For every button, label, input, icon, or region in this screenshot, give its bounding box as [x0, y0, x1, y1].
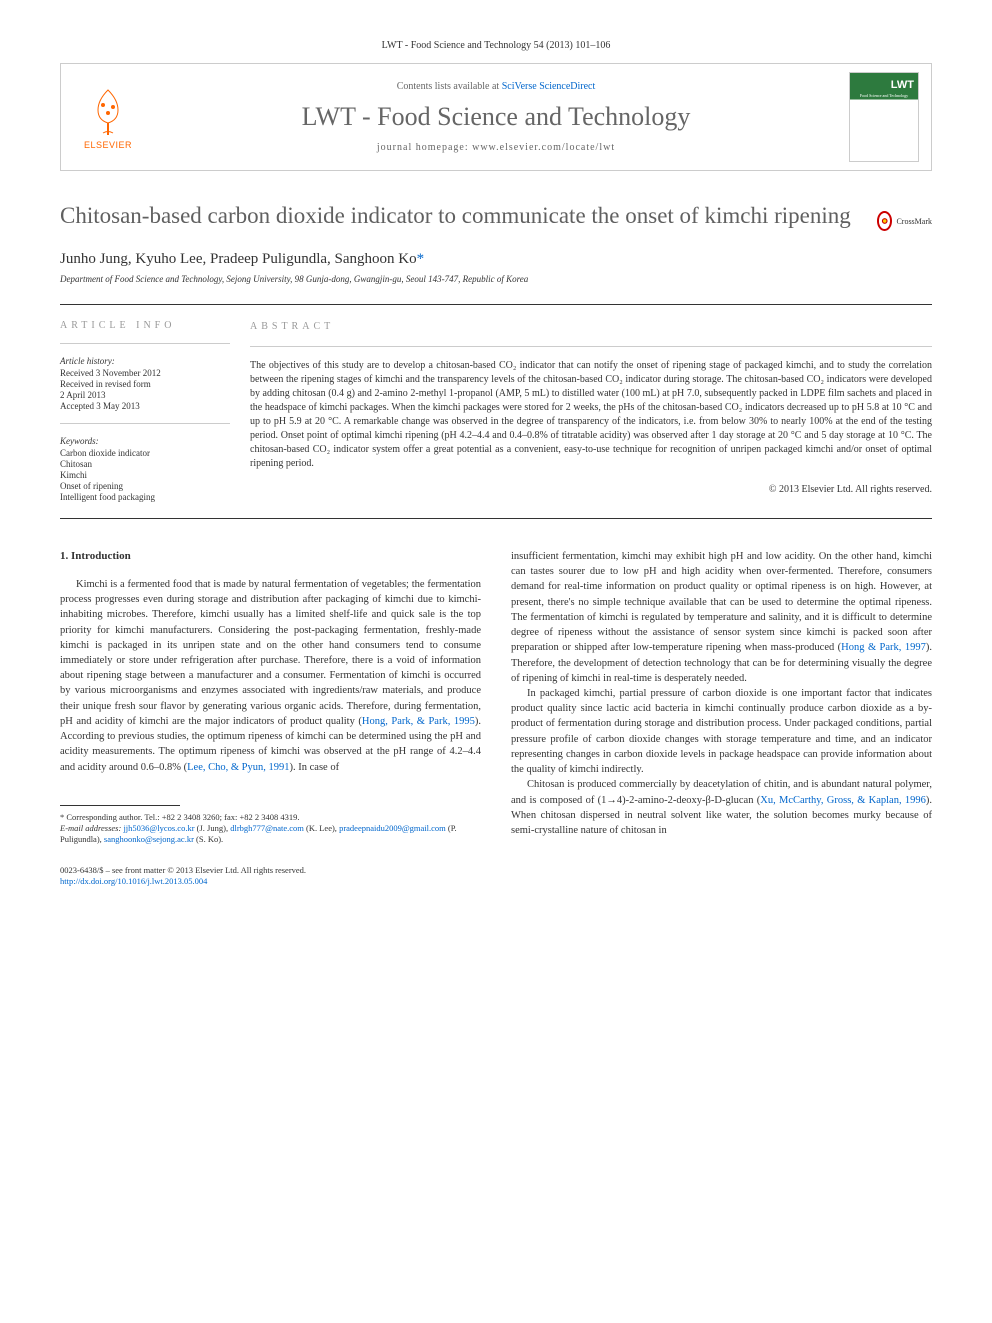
keywords-label: Keywords: — [60, 436, 230, 446]
header-citation: LWT - Food Science and Technology 54 (20… — [60, 40, 932, 51]
authors-list: Junho Jung, Kyuho Lee, Pradeep Puligundl… — [60, 251, 417, 267]
footer: 0023-6438/$ – see front matter © 2013 El… — [60, 865, 481, 887]
email-link[interactable]: dlrbgh777@nate.com — [230, 823, 304, 833]
body-paragraph: Chitosan is produced commercially by dea… — [511, 777, 932, 838]
email-footnote: E-mail addresses: jjh5036@lycos.co.kr (J… — [60, 823, 481, 845]
abstract-text: The objectives of this study are to deve… — [250, 359, 932, 471]
reference-link[interactable]: Lee, Cho, & Pyun, 1991 — [187, 762, 289, 773]
abstract-copyright: © 2013 Elsevier Ltd. All rights reserved… — [250, 483, 932, 497]
footnote-divider — [60, 805, 180, 806]
history-item: Received 3 November 2012 — [60, 368, 230, 378]
intro-heading: 1. Introduction — [60, 549, 481, 565]
contents-line: Contents lists available at SciVerse Sci… — [163, 81, 829, 92]
body-col-left: 1. Introduction Kimchi is a fermented fo… — [60, 549, 481, 887]
corresponding-footnote: * Corresponding author. Tel.: +82 2 3408… — [60, 812, 481, 823]
elsevier-label: ELSEVIER — [84, 140, 132, 150]
cover-subtitle: Food Science and Technology — [852, 93, 916, 98]
journal-cover[interactable]: LWT Food Science and Technology — [849, 72, 919, 162]
history-label: Article history: — [60, 356, 230, 366]
abstract-column: ABSTRACT The objectives of this study ar… — [250, 320, 932, 503]
homepage-prefix: journal homepage: — [377, 142, 472, 153]
body-paragraph: In packaged kimchi, partial pressure of … — [511, 686, 932, 777]
body-paragraph: Kimchi is a fermented food that is made … — [60, 577, 481, 775]
footnote: * Corresponding author. Tel.: +82 2 3408… — [60, 812, 481, 845]
contents-prefix: Contents lists available at — [397, 81, 502, 92]
homepage-url[interactable]: www.elsevier.com/locate/lwt — [472, 142, 615, 153]
body-col-right: insufficient fermentation, kimchi may ex… — [511, 549, 932, 887]
info-abstract-row: ARTICLE INFO Article history: Received 3… — [60, 304, 932, 519]
keyword-item: Onset of ripening — [60, 481, 230, 491]
body-paragraph: insufficient fermentation, kimchi may ex… — [511, 549, 932, 686]
history-item: Received in revised form — [60, 379, 230, 389]
crossmark-icon — [877, 211, 892, 231]
keyword-item: Intelligent food packaging — [60, 492, 230, 502]
crossmark-badge[interactable]: CrossMark — [877, 206, 932, 236]
history-item: 2 April 2013 — [60, 390, 230, 400]
keyword-item: Kimchi — [60, 470, 230, 480]
email-link[interactable]: sanghoonko@sejong.ac.kr — [104, 834, 194, 844]
corresponding-marker: * — [417, 251, 425, 267]
crossmark-label: CrossMark — [896, 217, 932, 226]
header-banner: ELSEVIER Contents lists available at Sci… — [60, 63, 932, 171]
elsevier-logo[interactable]: ELSEVIER — [73, 77, 143, 157]
body-columns: 1. Introduction Kimchi is a fermented fo… — [60, 549, 932, 887]
cover-title: LWT — [891, 79, 914, 91]
authors: Junho Jung, Kyuho Lee, Pradeep Puligundl… — [60, 251, 932, 268]
article-info: ARTICLE INFO Article history: Received 3… — [60, 320, 250, 503]
reference-link[interactable]: Hong, Park, & Park, 1995 — [362, 716, 475, 727]
journal-name: LWT - Food Science and Technology — [163, 102, 829, 132]
reference-link[interactable]: Hong & Park, 1997 — [841, 642, 926, 653]
title-row: Chitosan-based carbon dioxide indicator … — [60, 201, 932, 236]
sciencedirect-link[interactable]: SciVerse ScienceDirect — [502, 81, 596, 92]
footer-copyright: 0023-6438/$ – see front matter © 2013 El… — [60, 865, 481, 876]
banner-center: Contents lists available at SciVerse Sci… — [143, 81, 849, 153]
email-link[interactable]: pradeepnaidu2009@gmail.com — [339, 823, 446, 833]
email-link[interactable]: jjh5036@lycos.co.kr — [123, 823, 194, 833]
affiliation: Department of Food Science and Technolog… — [60, 274, 932, 284]
history-item: Accepted 3 May 2013 — [60, 401, 230, 411]
homepage-line: journal homepage: www.elsevier.com/locat… — [163, 142, 829, 153]
keyword-item: Carbon dioxide indicator — [60, 448, 230, 458]
reference-link[interactable]: Xu, McCarthy, Gross, & Kaplan, 1996 — [760, 795, 926, 806]
info-section-label: ARTICLE INFO — [60, 320, 230, 331]
keyword-item: Chitosan — [60, 459, 230, 469]
article-title: Chitosan-based carbon dioxide indicator … — [60, 201, 857, 231]
elsevier-tree-icon — [83, 85, 133, 140]
email-label: E-mail addresses: — [60, 823, 123, 833]
abstract-section-label: ABSTRACT — [250, 320, 932, 334]
doi-link[interactable]: http://dx.doi.org/10.1016/j.lwt.2013.05.… — [60, 876, 207, 886]
